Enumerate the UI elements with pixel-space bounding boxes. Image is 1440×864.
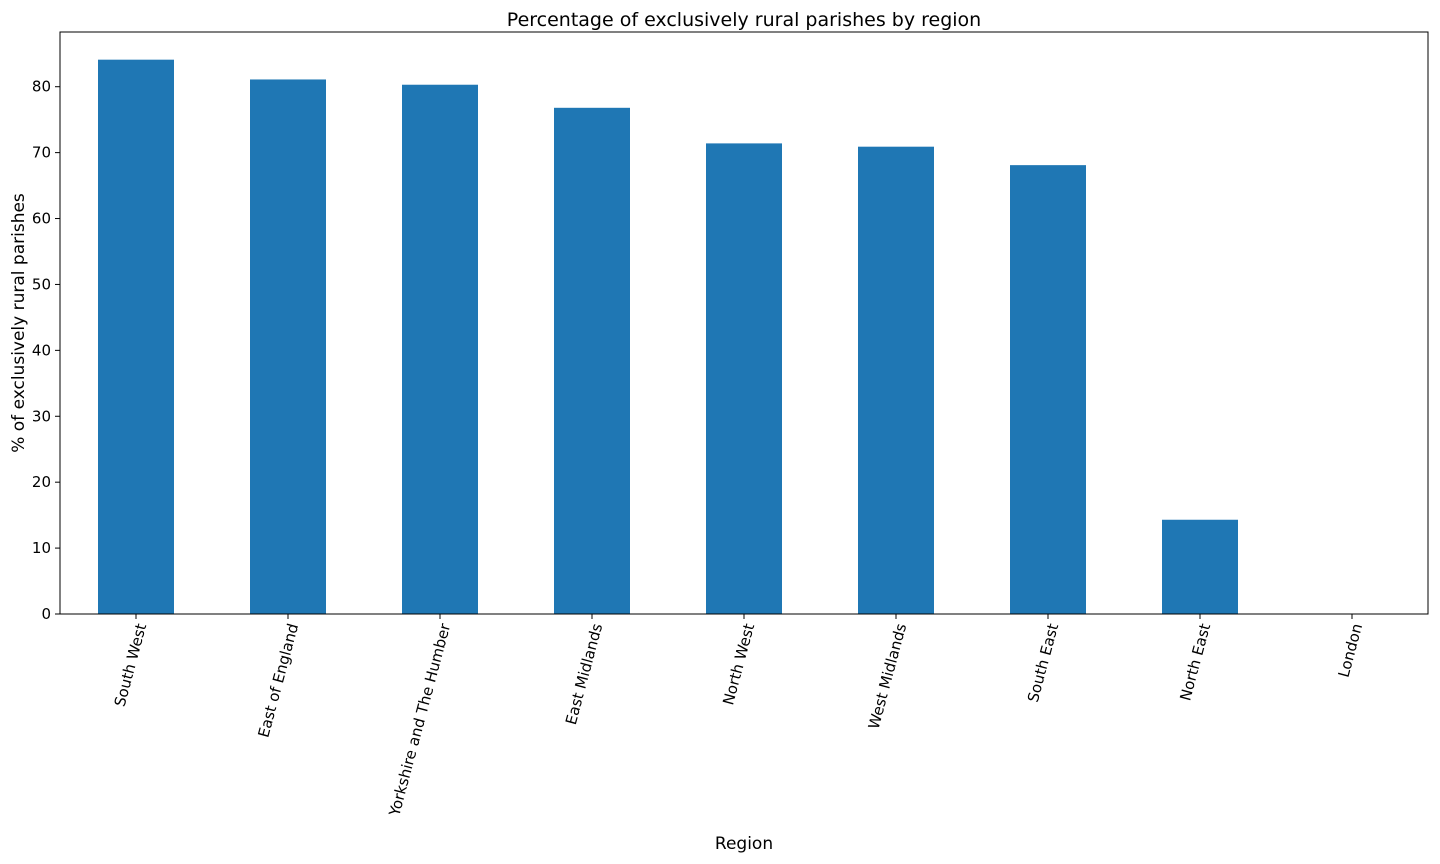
y-tick-label: 0 — [41, 605, 51, 623]
x-tick-label: North East — [1176, 621, 1214, 702]
y-axis-label: % of exclusively rural parishes — [9, 193, 29, 453]
bar-south-east — [1010, 165, 1086, 614]
x-tick-label: East Midlands — [562, 621, 606, 726]
bar-east-midlands — [554, 107, 630, 615]
y-tick-label: 10 — [32, 539, 51, 557]
chart-title: Percentage of exclusively rural parishes… — [507, 9, 981, 31]
y-tick-label: 60 — [32, 210, 51, 228]
y-tick-label: 40 — [32, 341, 51, 359]
x-axis-ticks: South West East of England Yorkshire and T… — [111, 614, 1366, 819]
bar-west-midlands — [858, 146, 934, 614]
x-tick-label: North West — [719, 621, 758, 707]
y-tick-label: 30 — [32, 407, 51, 425]
x-tick-label: South West — [111, 621, 150, 708]
x-tick-label: Yorkshire and The Humber — [385, 621, 454, 819]
bar-south-west — [98, 59, 174, 615]
x-tick-label: South East — [1024, 621, 1062, 704]
bars-layer — [98, 59, 1238, 615]
bar-north-west — [706, 143, 782, 614]
axes-frame — [59, 31, 1429, 615]
bar-east-of-england — [250, 79, 326, 614]
y-tick-label: 70 — [32, 144, 51, 162]
x-tick-label: London — [1335, 622, 1367, 680]
y-tick-label: 50 — [32, 275, 51, 293]
y-tick-label: 20 — [32, 473, 51, 491]
bar-yorkshire-and-the-humber — [402, 84, 478, 615]
x-axis-label: Region — [715, 834, 773, 854]
x-tick-label: East of England — [254, 622, 302, 740]
y-tick-label: 80 — [32, 78, 51, 96]
x-tick-label: West Midlands — [865, 621, 911, 731]
bar-north-east — [1162, 519, 1238, 614]
y-axis-ticks: 0 10 20 30 40 50 60 70 80 — [32, 78, 60, 623]
